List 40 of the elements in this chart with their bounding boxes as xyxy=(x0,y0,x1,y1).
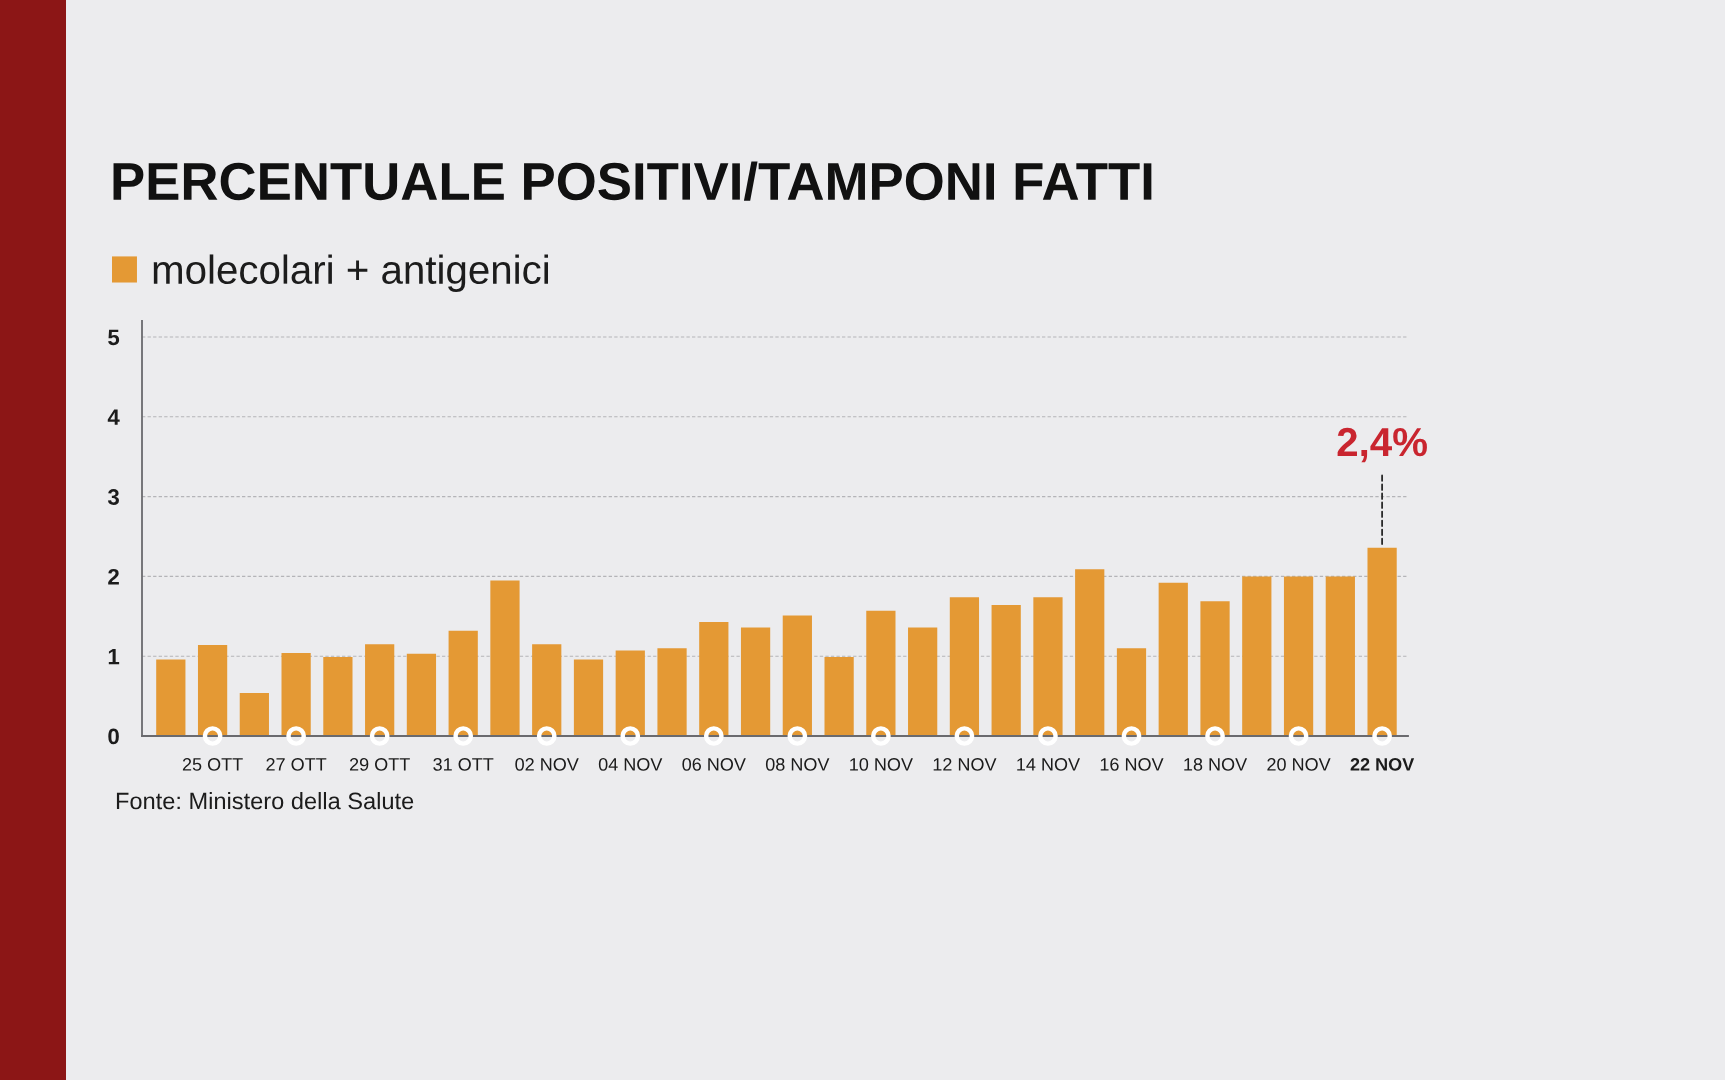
bar xyxy=(991,605,1021,736)
bar xyxy=(657,648,687,736)
y-tick-label: 4 xyxy=(107,409,120,425)
y-tick-label: 0 xyxy=(108,728,119,745)
bar xyxy=(908,627,938,736)
x-tick-label: 31 OTT xyxy=(433,758,494,771)
bar xyxy=(740,627,771,736)
y-tick-label: 2 xyxy=(108,568,119,585)
x-tick-label: 04 NOV xyxy=(598,758,663,771)
x-tick-label: 27 OTT xyxy=(266,758,327,771)
bar xyxy=(406,653,437,736)
bar xyxy=(1325,576,1355,736)
bar xyxy=(490,580,520,736)
bar xyxy=(1242,576,1272,736)
x-tick-label: 06 NOV xyxy=(682,758,746,771)
x-tick-label: 25 OTT xyxy=(182,758,243,771)
bar xyxy=(323,656,353,736)
bar xyxy=(239,692,269,736)
x-tick-label: 02 NOV xyxy=(515,758,579,771)
data-label: 2,4% xyxy=(1337,427,1427,463)
y-tick-label: 3 xyxy=(107,489,119,505)
bar xyxy=(824,656,854,736)
x-tick-label: 10 NOV xyxy=(850,758,913,771)
x-tick-label: 14 NOV xyxy=(1017,758,1080,771)
legend-label: molecolari + antigenici xyxy=(153,254,548,292)
bar xyxy=(1158,582,1188,736)
bar xyxy=(573,659,604,736)
bar xyxy=(1075,569,1105,736)
bar xyxy=(156,659,186,736)
chart-title: PERCENTUALE POSITIVI/TAMPONI FATTI xyxy=(113,161,1152,201)
x-tick-label: 16 NOV xyxy=(1100,758,1164,771)
y-tick-label: 5 xyxy=(108,329,120,346)
x-tick-label: 18 NOV xyxy=(1184,758,1248,771)
x-tick-label: 20 NOV xyxy=(1267,758,1331,771)
y-tick-label: 1 xyxy=(108,648,120,665)
x-tick-label: 08 NOV xyxy=(765,758,830,771)
source-note: Fonte: Ministero della Salute xyxy=(116,791,414,810)
x-tick-label: 22 NOV xyxy=(1350,758,1415,771)
x-tick-label: 29 OTT xyxy=(349,758,410,771)
x-tick-label: 12 NOV xyxy=(933,758,997,771)
